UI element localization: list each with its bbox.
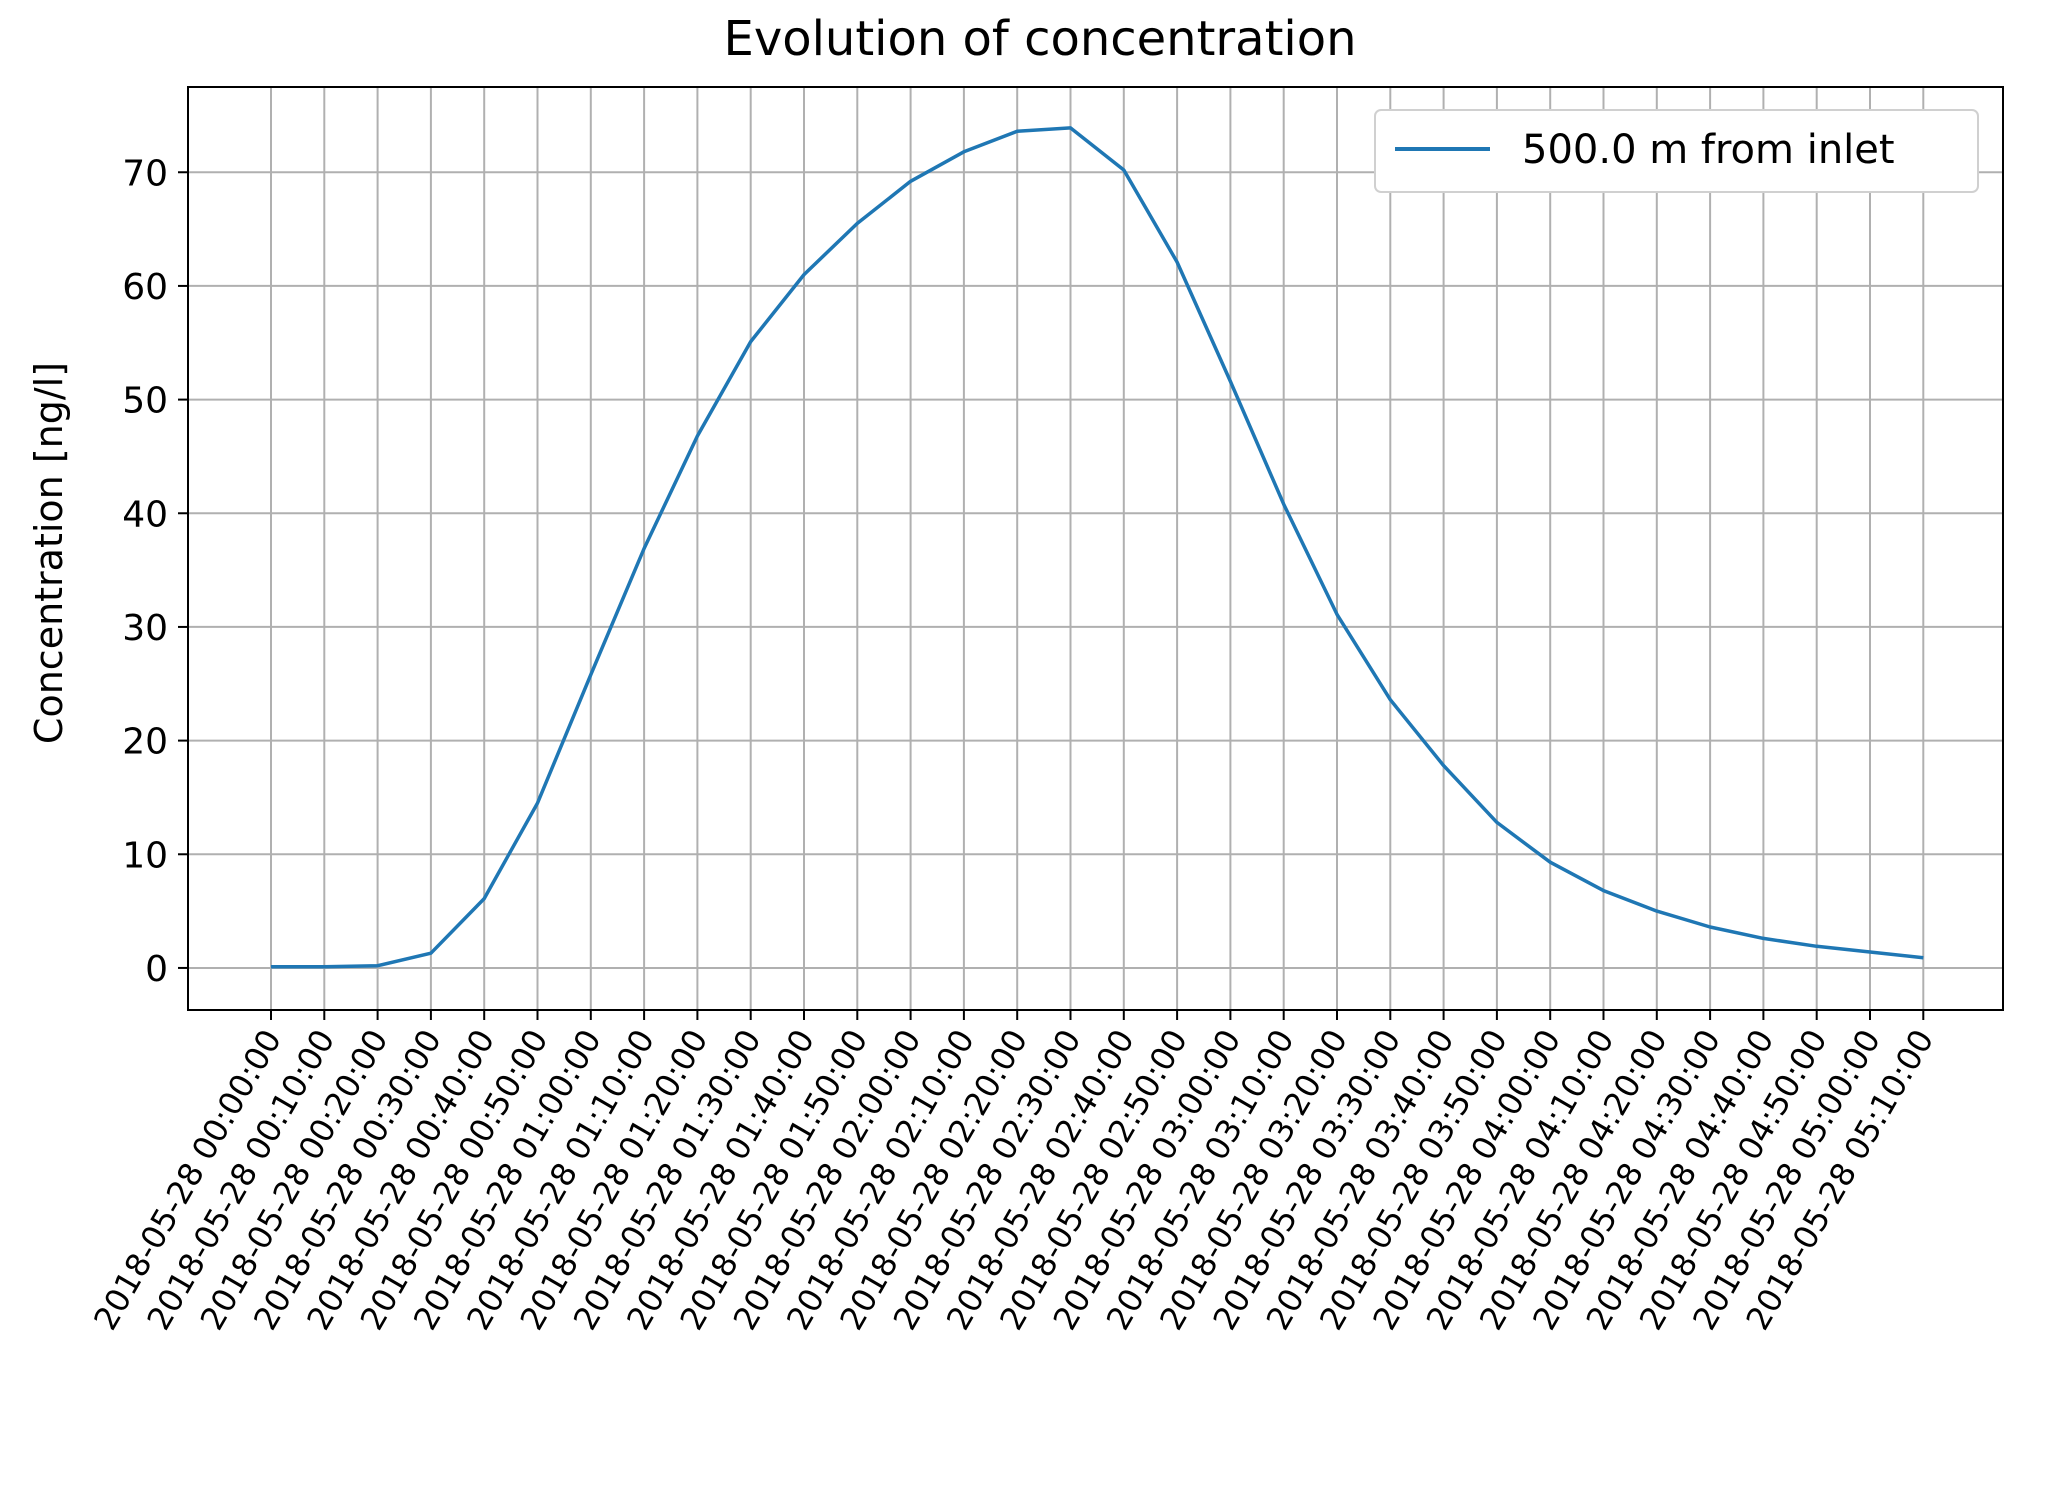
y-tick-label: 10 bbox=[122, 835, 168, 876]
y-tick-label: 50 bbox=[122, 381, 168, 422]
y-tick-label: 0 bbox=[145, 949, 168, 990]
y-tick-label: 70 bbox=[122, 153, 168, 194]
y-axis-label: Concentration [ng/l] bbox=[27, 362, 71, 744]
y-tick-label: 20 bbox=[122, 722, 168, 763]
series-layer bbox=[271, 126, 1924, 969]
y-tick-label: 40 bbox=[122, 494, 168, 535]
plot-frame bbox=[187, 86, 2004, 1011]
y-tick-label: 60 bbox=[122, 267, 168, 308]
legend-box bbox=[1374, 109, 1979, 193]
series-line-500m bbox=[271, 126, 1924, 969]
chart-title: Evolution of concentration bbox=[723, 11, 1356, 67]
grid-lines bbox=[188, 87, 2003, 1010]
legend: 500.0 m from inlet bbox=[1374, 109, 1979, 193]
y-axis-ticks: 0 10 20 30 40 50 60 70 bbox=[122, 153, 188, 990]
legend-label: 500.0 m from inlet bbox=[1522, 127, 1895, 173]
y-tick-label: 30 bbox=[122, 608, 168, 649]
